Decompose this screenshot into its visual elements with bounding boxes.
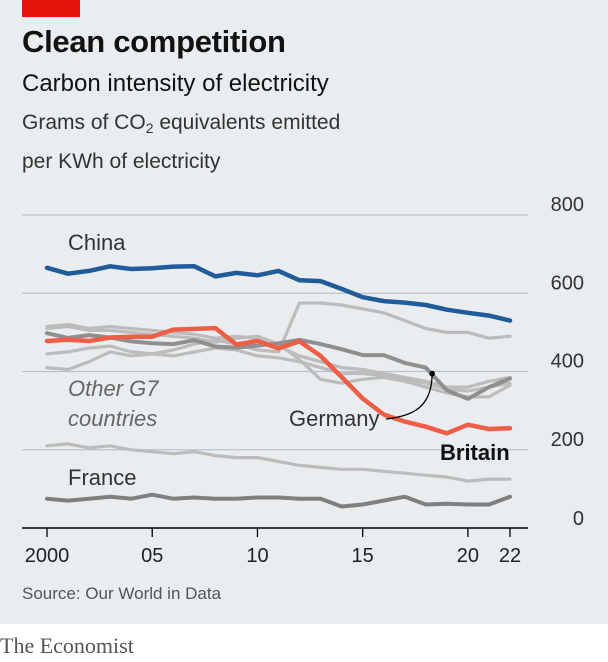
chart-title: Clean competition — [22, 24, 286, 59]
label-layer: China Other G7 countries Germany Britain Fran… — [68, 230, 510, 490]
x-tick-label: 2000 — [25, 545, 70, 567]
y-tick-label: 200 — [551, 429, 584, 451]
germany-leader-dot — [429, 370, 435, 377]
annotation-germany: Germany — [289, 406, 379, 431]
x-tick-label: 22 — [499, 545, 521, 567]
series-line-other-g7-7 — [45, 442, 512, 483]
chart-card — [0, 0, 608, 624]
germany-leader-line — [385, 373, 433, 420]
annotation-other-g7-line1: Other G7 — [68, 376, 159, 401]
annotation-france: France — [68, 465, 136, 490]
y-tick-label: 600 — [551, 272, 584, 294]
x-tick-label: 10 — [246, 545, 268, 567]
unit-note-line1: Grams of CO2 equivalents emitted — [22, 106, 340, 145]
series-line-france — [45, 492, 512, 509]
y-tick-label: 400 — [551, 351, 584, 373]
x-tick-label: 20 — [457, 545, 479, 567]
series-line-other-g7-6 — [45, 344, 512, 393]
unit-note-pre: Grams of CO — [22, 111, 146, 134]
brand-red-tag — [22, 0, 80, 17]
chart-svg: China Other G7 countries Germany Britain Fran… — [22, 194, 584, 567]
unit-note-line2: per KWh of electricity — [22, 150, 221, 173]
series-line-china — [44, 264, 513, 323]
annotation-china: China — [68, 230, 126, 255]
unit-note-post: equivalents emitted — [153, 111, 341, 134]
economist-logo-text: The Economist — [0, 633, 134, 658]
x-tick-label: 05 — [141, 545, 163, 567]
series-layer — [44, 264, 513, 509]
y-tick-label: 0 — [573, 508, 584, 530]
series-line-britain — [44, 325, 513, 436]
series-line-other-g7-3 — [45, 301, 512, 372]
grid-layer — [22, 214, 528, 451]
unit-note: Grams of CO2 equivalents emitted per KWh… — [22, 106, 340, 178]
source-note: Source: Our World in Data — [22, 584, 222, 603]
chart-subtitle: Carbon intensity of electricity — [22, 70, 329, 97]
unit-note-sub: 2 — [145, 120, 154, 136]
annotation-britain: Britain — [440, 440, 510, 465]
annotation-other-g7-line2: countries — [68, 406, 157, 431]
y-tick-label: 800 — [551, 194, 584, 216]
x-tick-label: 15 — [352, 545, 374, 567]
